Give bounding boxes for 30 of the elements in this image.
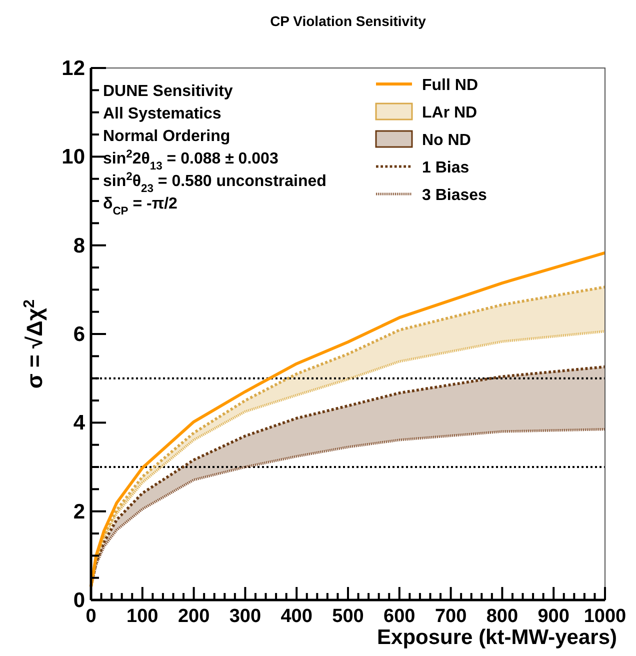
- legend-label: 3 Biases: [422, 187, 488, 204]
- y-tick-label: 10: [62, 146, 85, 169]
- y-tick-label: 4: [73, 412, 86, 435]
- x-axis-title: Exposure (kt-MW-years): [377, 626, 617, 649]
- annotation: 1 Bias: [422, 160, 470, 176]
- chart-title: CP Violation Sensitivity: [270, 13, 426, 29]
- x-tick-label: 900: [538, 606, 570, 627]
- x-tick-label: 600: [384, 606, 416, 627]
- y-tick-label: 2: [73, 500, 85, 524]
- x-tick-label: 100: [126, 606, 158, 627]
- legend-label: Full ND: [422, 77, 478, 94]
- annotation: All Systematics: [103, 106, 222, 122]
- annotation: sin$^{2}$θ$_{23}$ = 0.580 unconstrained: [103, 171, 326, 195]
- annotation: Normal Ordering: [103, 128, 230, 145]
- x-tick-label: 1000: [584, 606, 626, 627]
- x-tick-label: 800: [486, 606, 518, 627]
- legend-label: No ND: [422, 132, 471, 149]
- x-tick-label: 500: [332, 606, 364, 627]
- y-tick-label: 8: [73, 234, 86, 258]
- x-tick-label: 200: [178, 606, 210, 627]
- x-tick-label: 700: [434, 606, 467, 627]
- legend-label: LAr ND: [422, 104, 478, 122]
- y-tick-label: 12: [62, 57, 85, 80]
- annotation: δ$_{CP}$ = -π/2: [103, 196, 178, 218]
- y-tick-label: 0: [73, 589, 85, 612]
- x-tick-label: 300: [229, 606, 262, 627]
- annotation: DUNE Sensitivity: [103, 83, 233, 100]
- x-tick-label: 400: [280, 606, 312, 627]
- annotation: sin$^{2}$2θ$_{13}$ = 0.088 ± 0.003: [103, 148, 278, 172]
- y-tick-label: 6: [73, 323, 85, 346]
